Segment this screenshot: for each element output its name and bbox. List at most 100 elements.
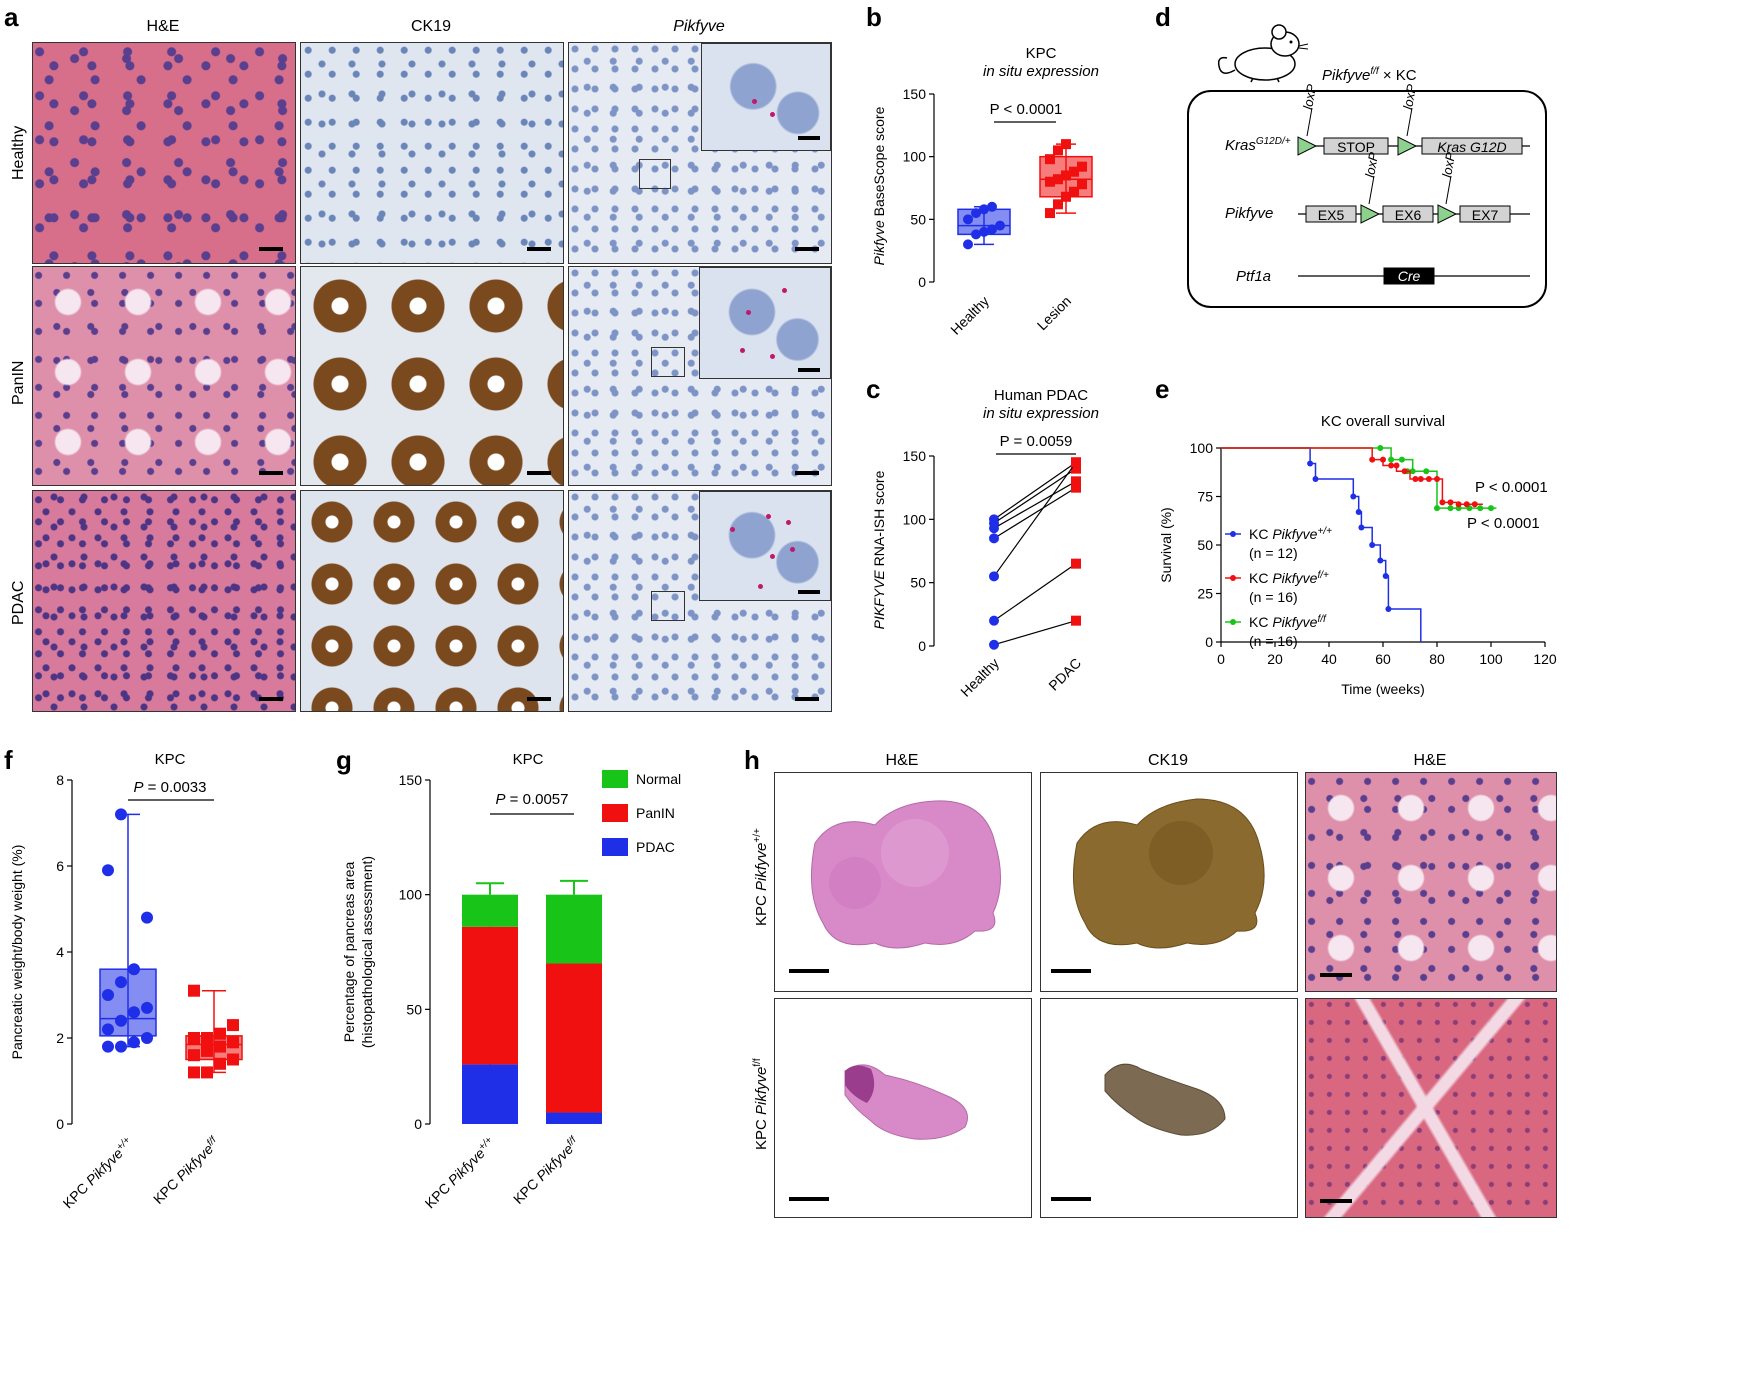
row-sup: +/+: [752, 828, 763, 843]
chart-f-y-axis-tick-label: 2: [56, 1030, 64, 1046]
cre-cassette: Cre: [1397, 268, 1421, 284]
chart-c-pair-4: [989, 457, 1081, 582]
chart-b-ylabel: Pikfyve BaseScope score: [871, 106, 887, 265]
data-point: [1061, 139, 1071, 150]
data-point: [1077, 179, 1087, 190]
panel-letter-f: f: [4, 745, 13, 775]
panel-letter-c: c: [866, 374, 881, 404]
chart-b-subtitle: in situ expression: [983, 63, 1099, 80]
ish-dot: [782, 288, 787, 293]
tissue-section: [810, 800, 1002, 949]
chart-e-x-tick-label: 0: [1217, 651, 1225, 667]
chart-g-y-axis-tick-label: 0: [414, 1116, 422, 1132]
data-point-pdac: [1071, 463, 1081, 474]
chart-b-x-label: Healthy: [947, 293, 992, 338]
chart-g-y-axis-tick-label: 150: [399, 772, 423, 788]
inset-zoom: [699, 267, 831, 379]
data-point: [214, 1057, 226, 1070]
bar-segment-normal: [462, 894, 518, 927]
data-point-healthy: [989, 533, 999, 544]
data-point: [102, 989, 114, 1001]
inset-zoom: [701, 43, 831, 151]
data-point: [102, 1040, 114, 1053]
cross-suffix: × KC: [1378, 67, 1417, 84]
chart-c-pair-3: [989, 482, 1081, 544]
scale-bar: [1051, 1197, 1091, 1201]
pikfyve-construct-label: Pikfyve: [1225, 205, 1274, 222]
censor-mark: [1409, 468, 1416, 475]
cross-gene: Pikfyve: [1322, 67, 1371, 84]
chart-c-pair-0: [989, 457, 1081, 525]
ish-dot: [770, 554, 775, 559]
ptf1a-label: Ptf1a: [1236, 268, 1272, 285]
legend-label: Normal: [636, 771, 681, 787]
bar-segment-pdac: [462, 1064, 518, 1124]
chart-e-y-axis-tick-label: 50: [1197, 537, 1213, 553]
data-point: [1053, 174, 1063, 185]
legend-marker: [1230, 619, 1236, 625]
data-point-pdac: [1071, 615, 1081, 626]
chart-e-legend-item-0: KC Pikfyve+/+ (n = 12): [1225, 526, 1332, 561]
panel-h-row-ko: KPC Pikfyvef/f: [752, 1058, 770, 1150]
chart-e-ylabel: Survival (%): [1158, 507, 1174, 582]
row-gene: Pikfyve: [753, 1066, 770, 1115]
ish-dot: [786, 520, 791, 525]
data-point: [1053, 199, 1063, 210]
data-point: [102, 864, 114, 877]
censor-mark: [1447, 505, 1454, 512]
data-point: [188, 1049, 200, 1062]
pair-line: [993, 620, 1077, 646]
chart-e-y-axis-tick-label: 25: [1197, 586, 1213, 602]
chart-f-box-plot: KPC 0 2 4 6 8 Pancreatic weight/body weight (%…: [9, 751, 243, 1211]
chart-g-legend-item-0: Normal: [602, 770, 681, 788]
legend-label: PanIN: [636, 805, 675, 821]
data-point: [987, 224, 997, 235]
bar-segment-panin: [462, 926, 518, 1065]
data-point: [141, 1032, 153, 1044]
chart-e-y-axis-tick-label: 100: [1190, 440, 1214, 456]
chart-c-x-label: PDAC: [1045, 655, 1084, 694]
row-prefix: KPC: [753, 1114, 770, 1150]
chart-g-legend-item-1: PanIN: [602, 804, 675, 822]
chart-f-series-1: [185, 984, 243, 1079]
chart-e-xlabel: Time (weeks): [1341, 681, 1425, 697]
chart-f-title: KPC: [155, 751, 186, 768]
exon-6: EX6: [1394, 207, 1422, 223]
chart-f-series-0: [99, 808, 157, 1053]
censor-mark: [1455, 501, 1462, 508]
chart-b-title: KPC: [1026, 45, 1057, 62]
chart-e-legend-item-1: KC Pikfyvef/+ (n = 16): [1225, 570, 1329, 605]
data-point-healthy: [989, 523, 999, 534]
micrograph-pdac-ck19: [300, 490, 564, 712]
tissue-section: [1104, 1063, 1226, 1136]
censor-mark: [1412, 476, 1419, 483]
panel-letter-h: h: [744, 745, 760, 775]
zoom-section-he-wt: [1305, 772, 1557, 992]
chart-c-y-axis-tick-label: 150: [903, 448, 927, 464]
data-point-healthy: [989, 571, 999, 582]
data-point: [201, 1066, 213, 1079]
chart-e-pvalue-red: P < 0.0001: [1475, 479, 1548, 496]
legend-swatch: [602, 770, 628, 788]
legend-marker: [1230, 531, 1236, 537]
chart-f-y-axis-tick-label: 4: [56, 944, 64, 960]
scale-bar: [798, 136, 820, 140]
legend-label: PDAC: [636, 839, 675, 855]
censor-mark: [1312, 476, 1319, 483]
ish-dot: [746, 310, 751, 315]
censor-mark: [1423, 468, 1430, 475]
chart-e-x-tick-label: 60: [1375, 651, 1391, 667]
censor-mark: [1388, 456, 1395, 463]
scale-bar: [527, 471, 551, 475]
data-point: [227, 1053, 239, 1066]
censor-mark: [1425, 476, 1432, 483]
ish-dot: [740, 348, 745, 353]
panel-a-col-he: H&E: [146, 18, 180, 35]
whole-section-ck19-wt: [1040, 772, 1298, 992]
data-point: [115, 808, 127, 821]
legend-n: (n = 12): [1249, 545, 1298, 561]
data-point: [201, 1044, 213, 1057]
tissue-section: [844, 1064, 968, 1140]
data-point: [963, 214, 973, 225]
